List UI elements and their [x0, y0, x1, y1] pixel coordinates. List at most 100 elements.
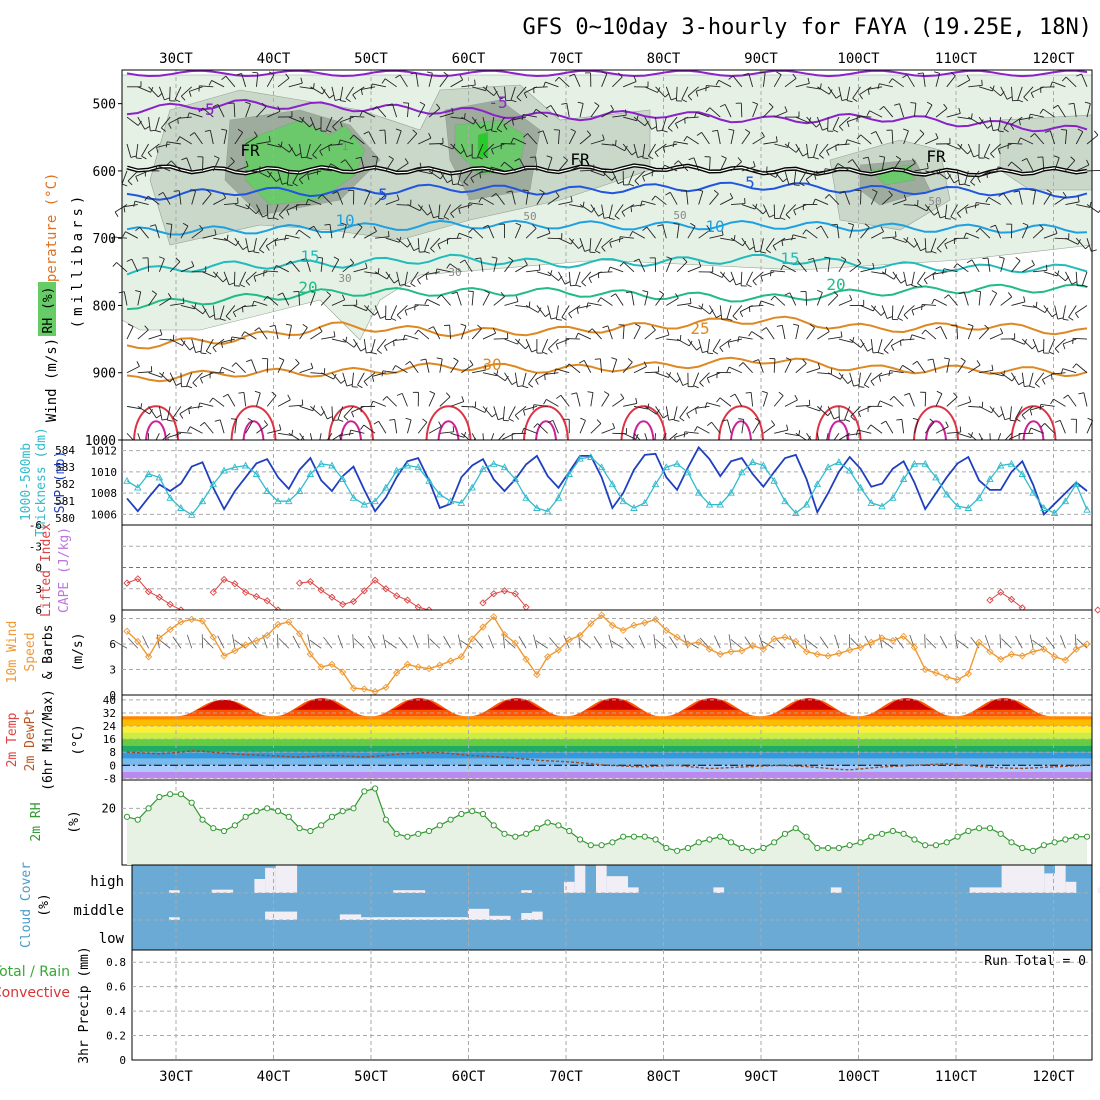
wind-barb-feather: [629, 231, 633, 237]
wind-barb-feather: [681, 98, 687, 103]
run-total: Run Total = 0: [984, 954, 1086, 969]
wind-barb: [202, 305, 210, 318]
wind-barb-feather: [936, 390, 943, 395]
wind-barb: [693, 372, 700, 386]
wind-barb: [877, 338, 883, 353]
wind-barb-feather: [840, 331, 843, 337]
wind-barb: [773, 170, 784, 183]
wind-barb-feather: [370, 400, 374, 407]
wind-barb-feather: [1060, 368, 1064, 375]
wind-barb-feather: [500, 161, 505, 167]
lifted-tick-label: -6: [29, 519, 42, 532]
thickness-point: [252, 470, 261, 477]
wind-barb-feather: [785, 214, 791, 219]
wind-barb-feather: [436, 103, 441, 109]
wind-barb-feather: [991, 290, 997, 294]
wind-barb-feather: [186, 385, 193, 389]
wind-barb-feather: [826, 150, 830, 156]
wind-barb: [579, 103, 584, 118]
wind-barb-feather: [903, 128, 909, 132]
wind-barb: [443, 204, 451, 218]
wind-barb-feather: [392, 365, 396, 371]
wind-barb: [749, 305, 764, 307]
wind-barb: [934, 298, 947, 306]
wind-barb: [312, 143, 322, 156]
wind-barb: [1043, 192, 1052, 205]
rh2m-point: [393, 830, 400, 837]
wind-barb-feather: [1024, 385, 1030, 388]
wind-barb-feather: [877, 83, 880, 90]
wind-barb-feather: [755, 250, 761, 253]
time-label-bottom: 60CT: [452, 1069, 486, 1085]
wind-barb-feather: [413, 247, 419, 252]
wind-barb: [852, 159, 861, 172]
wind-barb: [1065, 160, 1076, 172]
wind-barb-feather: [694, 426, 698, 432]
wind-barb-feather: [945, 218, 951, 220]
rh2m-point: [415, 830, 422, 837]
wind-barb: [1075, 131, 1084, 145]
wind10m-point: [446, 657, 455, 665]
wind-barb: [924, 271, 937, 280]
wind-barb: [762, 392, 768, 407]
wind10m-barb: [203, 637, 214, 649]
wind-barb: [1020, 137, 1034, 145]
wind-barb-feather: [867, 89, 870, 95]
wind10m-point: [166, 625, 174, 634]
wind-barb-feather: [728, 75, 734, 80]
wind-barb-feather: [1054, 348, 1060, 354]
wind-barb: [590, 423, 602, 434]
wind-barb: [409, 361, 419, 373]
wind-barb: [471, 328, 482, 340]
wind-barb-feather: [302, 323, 308, 328]
wind-barb-feather: [1062, 191, 1067, 197]
wind-barb-feather: [386, 103, 393, 106]
rh2m-point: [231, 822, 238, 829]
wind-barb-feather: [287, 394, 291, 401]
wind-barb: [189, 86, 203, 92]
wind-barb-feather: [278, 214, 284, 219]
wind-barb: [148, 117, 151, 132]
wind-barb: [510, 86, 516, 101]
wind-barb-feather: [486, 128, 492, 132]
wind-barb-feather: [187, 112, 190, 119]
wind-barb: [644, 116, 652, 130]
cloud-unit: (%): [37, 893, 52, 916]
wind-barb-feather: [342, 294, 346, 300]
wind-barb: [1072, 337, 1088, 340]
rh2m-point: [328, 813, 336, 820]
wind-barb: [321, 336, 336, 340]
wind-barb: [277, 359, 285, 373]
wind-barb: [1059, 420, 1066, 434]
wind-barb: [292, 170, 300, 184]
wind-barb-feather: [802, 359, 807, 364]
wind-barb-feather: [651, 325, 656, 331]
lifted-index-point: [134, 575, 142, 583]
wind-barb-feather: [484, 364, 487, 371]
wind-barb-feather: [975, 227, 981, 233]
wind-barb-feather: [395, 74, 401, 79]
upper-unit-label: (millibars): [70, 192, 86, 329]
wind-barb-feather: [953, 392, 958, 398]
wind-barb: [763, 424, 775, 434]
wind-barb: [482, 292, 490, 306]
wind-barb-feather: [619, 261, 625, 267]
wind-barb-feather: [315, 127, 321, 131]
wind10m-point: [544, 653, 552, 661]
wind10m-speed-line: [123, 611, 1091, 696]
wind-barb: [277, 399, 291, 407]
wind-barb: [525, 228, 537, 239]
wind-barb: [946, 396, 958, 407]
wind-barb-feather: [337, 419, 344, 422]
wind10m-point: [242, 641, 250, 649]
wind-barb-feather: [309, 289, 316, 293]
wind-barb-feather: [547, 227, 551, 234]
rh2m-point: [1051, 839, 1058, 846]
wind-barb-feather: [188, 91, 192, 97]
wind-barb: [741, 132, 751, 145]
wind-barb-feather: [631, 151, 637, 156]
wind-barb-feather: [598, 212, 604, 217]
wind-barb: [615, 293, 624, 306]
wind-barb: [696, 86, 710, 92]
